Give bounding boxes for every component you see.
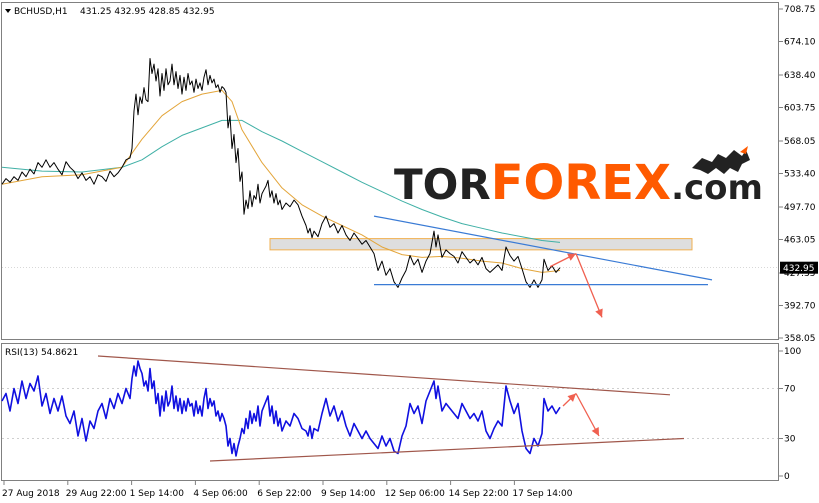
- time-axis-label: 14 Sep 22:00: [449, 489, 509, 499]
- watermark-forex: FOREX: [491, 155, 671, 211]
- svg-text:TORFOREX.com: TORFOREX.com: [394, 155, 763, 211]
- current-price-label: 432.95: [783, 264, 815, 274]
- axis-ticks: [2, 8, 783, 485]
- slow-moving-average-line: [1, 119, 561, 243]
- price-axis-label: 358.05: [784, 334, 816, 344]
- price-forecast-arrow: [549, 253, 603, 318]
- time-axis-label: 12 Sep 06:00: [385, 489, 445, 499]
- rsi-line: [1, 360, 561, 457]
- symbol-header: BCHUSD,H1 431.25 432.95 428.85 432.95: [5, 7, 215, 17]
- rsi-channel-bottom-line: [209, 437, 685, 462]
- axis-labels: 708.75 674.10 638.40 603.75 568.05 533.40 497.…: [2, 5, 816, 499]
- rsi-forecast-arrow: [562, 393, 600, 437]
- time-axis-label: 6 Sep 22:00: [257, 489, 312, 499]
- price-axis-label: 497.70: [784, 203, 816, 213]
- price-axis-label: 533.40: [784, 170, 816, 180]
- dropdown-triangle-icon[interactable]: [5, 9, 11, 13]
- resistance-zone-box: [269, 238, 693, 251]
- price-axis-label: 674.10: [784, 38, 816, 48]
- resistance-zone: [269, 238, 693, 251]
- rsi-pane[interactable]: [1, 343, 779, 481]
- descending-trendline: [373, 215, 713, 281]
- arrowhead-icon: [595, 308, 603, 318]
- time-axis-label: 9 Sep 14:00: [321, 489, 376, 499]
- bull-bear-logo-icon: [692, 146, 750, 174]
- watermark-dotcom: .com: [671, 168, 763, 208]
- symbol-label: BCHUSD,H1: [14, 7, 68, 17]
- forecast-arrows: [549, 253, 603, 437]
- price-axis-label: 463.05: [784, 235, 816, 245]
- watermark-tor: TOR: [394, 160, 491, 209]
- time-axis-label: 27 Aug 2018: [2, 489, 60, 499]
- fast-moving-average-line: [1, 89, 561, 273]
- price-series: [1, 58, 713, 462]
- forecast-arrow-segment: [575, 393, 600, 437]
- arrowhead-icon: [567, 393, 576, 402]
- current-price-badge: 432.95: [780, 261, 818, 274]
- price-pane[interactable]: [1, 2, 779, 340]
- arrowhead-icon: [567, 253, 576, 261]
- price-axis-label: 427.35: [784, 269, 816, 279]
- rsi-axis-label: 30: [784, 435, 796, 445]
- price-axis-label: 638.40: [784, 71, 816, 81]
- time-axis-label: 1 Sep 14:00: [130, 489, 185, 499]
- torforex-watermark: TORFOREX.com: [394, 146, 763, 211]
- right-axis-strip: [779, 0, 819, 503]
- time-axis-label: 29 Aug 22:00: [66, 489, 127, 499]
- arrowhead-icon: [591, 427, 599, 436]
- price-axis-label: 708.75: [784, 5, 816, 15]
- forecast-arrow-segment: [575, 253, 603, 318]
- time-axis-label: 4 Sep 06:00: [193, 489, 248, 499]
- price-axis-label: 603.75: [784, 104, 816, 114]
- rsi-axis-label: 70: [784, 385, 796, 395]
- time-axis-label: 17 Sep 14:00: [512, 489, 572, 499]
- price-axis-label: 568.05: [784, 137, 816, 147]
- rsi-axis-label: 0: [784, 472, 790, 482]
- rsi-label: RSI(13) 54.8621: [5, 348, 78, 358]
- rsi-axis-label: 100: [784, 347, 801, 357]
- rsi-channel-top-line: [97, 355, 671, 396]
- price-axis-label: 392.70: [784, 301, 816, 311]
- price-line: [1, 58, 561, 288]
- ohlc-values: 431.25 432.95 428.85 432.95: [80, 7, 215, 17]
